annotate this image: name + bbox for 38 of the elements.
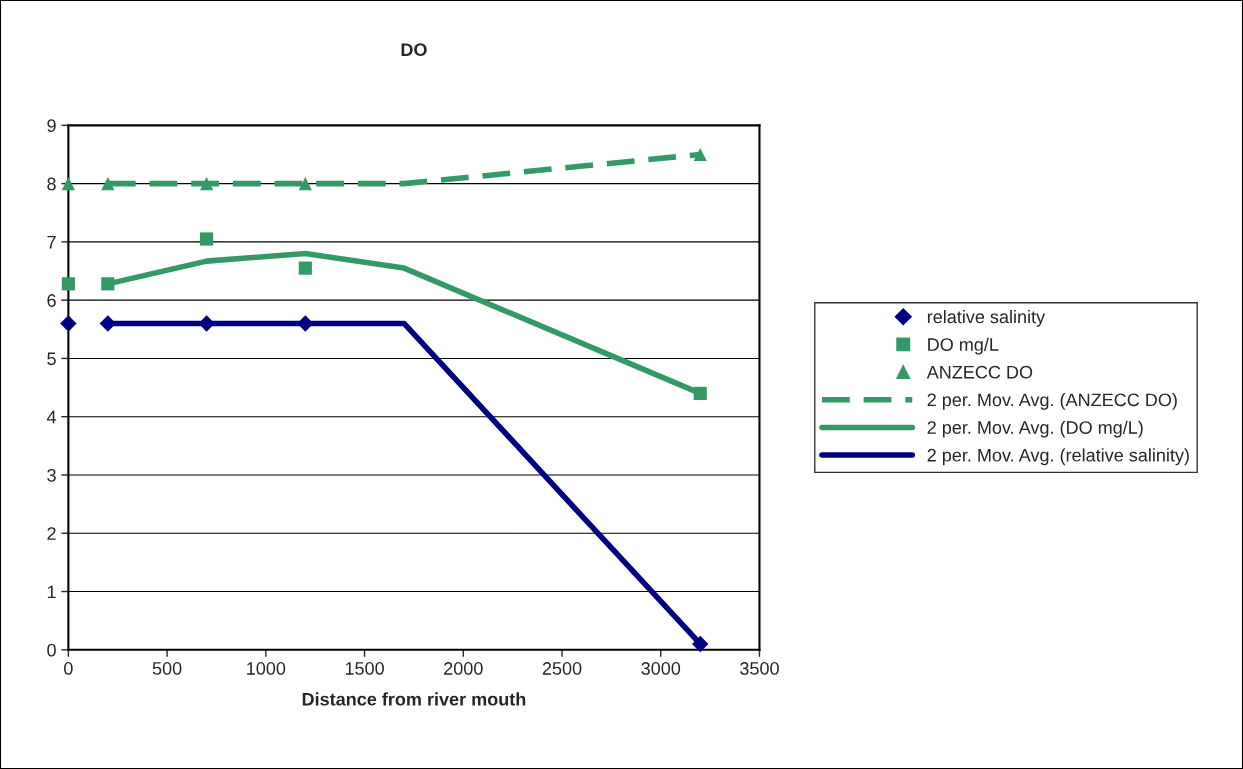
y-tick-label: 0 [47, 643, 56, 657]
point [693, 386, 707, 400]
x-tick-label: 3000 [641, 662, 681, 675]
y-tick-label: 7 [47, 236, 56, 249]
legend-label: 2 per. Mov. Avg. (DO mg/L) [927, 420, 1143, 438]
point [61, 177, 75, 191]
x-tick-label: 500 [152, 662, 182, 675]
x-tick-label: 2000 [444, 662, 483, 675]
point [298, 261, 312, 275]
x-axis-title: Distance from river mouth [302, 692, 526, 706]
point [101, 177, 115, 191]
y-tick-label: 1 [47, 585, 56, 599]
point [200, 232, 214, 246]
y-tick-label: 9 [47, 119, 56, 133]
point [61, 277, 75, 291]
y-tick-label: 3 [47, 468, 56, 482]
chart-title: DO [401, 43, 427, 57]
x-tick-label: 2500 [542, 662, 582, 675]
point [200, 177, 214, 191]
legend-label: DO mg/L [928, 337, 999, 355]
x-tick-label: 1000 [247, 662, 286, 675]
point [298, 177, 312, 191]
point [101, 277, 115, 291]
y-tick-label: 6 [47, 294, 56, 307]
y-tick-label: 5 [47, 352, 56, 366]
point [693, 147, 707, 162]
x-tick-label: 3500 [740, 662, 779, 675]
x-tick-label: 1500 [345, 662, 384, 675]
point [60, 315, 77, 332]
legend-label: ANZECC DO [926, 365, 1033, 379]
y-tick-label: 4 [46, 410, 57, 424]
y-tick-label: 2 [47, 527, 56, 540]
point [692, 635, 709, 653]
legend-label: relative salinity [927, 310, 1046, 327]
legend-label: 2 per. Mov. Avg. (relative salinity) [927, 448, 1189, 466]
legend-label: 2 per. Mov. Avg. (ANZECC DO) [927, 392, 1177, 410]
y-tick-label: 8 [47, 177, 56, 191]
x-tick-label: 0 [64, 662, 73, 675]
